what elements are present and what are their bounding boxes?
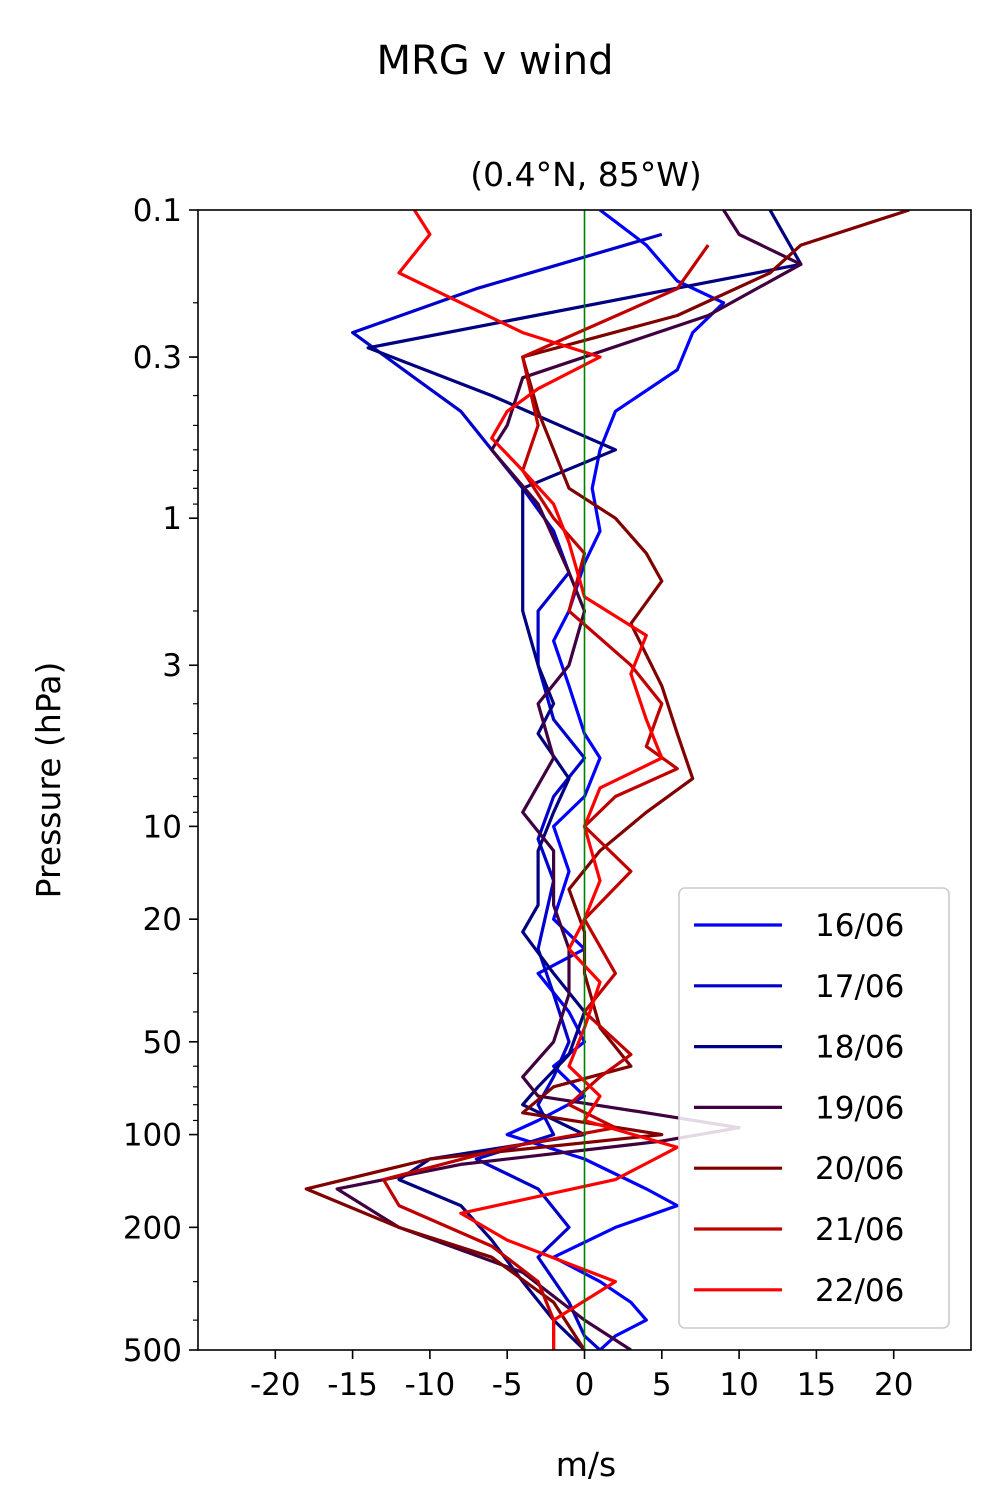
y-axis-label: Pressure (hPa)	[29, 662, 68, 899]
x-tick-label: -20	[250, 1367, 301, 1403]
series-line-1	[505, 210, 726, 1350]
y-tick-label: 0.3	[133, 340, 182, 376]
x-tick-label: -5	[492, 1367, 523, 1403]
x-tick-label: 20	[874, 1367, 913, 1403]
x-axis-label: m/s	[556, 1445, 616, 1484]
legend-box	[678, 887, 950, 1329]
legend-label: 18/06	[815, 1030, 904, 1066]
y-tick-label: 500	[123, 1333, 182, 1369]
x-tick-label: -10	[405, 1367, 456, 1403]
y-tick-label: 3	[162, 648, 182, 684]
series-line-5	[304, 210, 910, 1350]
y-tick-label: 1	[162, 501, 182, 537]
y-tick-label: 50	[143, 1025, 182, 1061]
y-tick-label: 20	[143, 902, 182, 938]
x-ticks: -20 -15 -10 -5 0 5 10 15 20	[250, 1350, 913, 1403]
x-tick-label: 15	[797, 1367, 836, 1403]
y-tick-label: 0.1	[133, 193, 182, 229]
x-tick-label: 5	[652, 1367, 672, 1403]
chart-title: MRG v wind	[377, 38, 614, 84]
legend-label: 17/06	[815, 969, 904, 1005]
y-tick-label: 200	[123, 1210, 182, 1246]
legend-label: 19/06	[815, 1090, 904, 1126]
series-lines	[304, 210, 910, 1350]
series-line-7	[397, 210, 679, 1350]
series-line-2	[351, 232, 663, 1350]
y-tick-label: 100	[123, 1118, 182, 1154]
plot-area	[197, 209, 972, 1351]
chart-subtitle: (0.4°N, 85°W)	[470, 155, 702, 194]
x-tick-label: -15	[327, 1367, 378, 1403]
legend-label: 21/06	[815, 1212, 904, 1248]
legend-label: 20/06	[815, 1151, 904, 1187]
series-line-3	[366, 210, 803, 1350]
y-ticks: 0.1 0.3 1 3 10 20 50 100 200 500	[123, 193, 198, 1369]
legend-label: 16/06	[815, 908, 904, 944]
x-tick-label: 10	[719, 1367, 758, 1403]
y-tick-label: 10	[143, 809, 182, 845]
series-line-6	[381, 244, 710, 1350]
x-tick-label: 0	[575, 1367, 595, 1403]
legend: 16/06 17/06 18/06 19/06 20/06 21/06 22/06	[678, 887, 950, 1329]
legend-label: 22/06	[815, 1273, 904, 1309]
series-line-4	[335, 210, 803, 1350]
